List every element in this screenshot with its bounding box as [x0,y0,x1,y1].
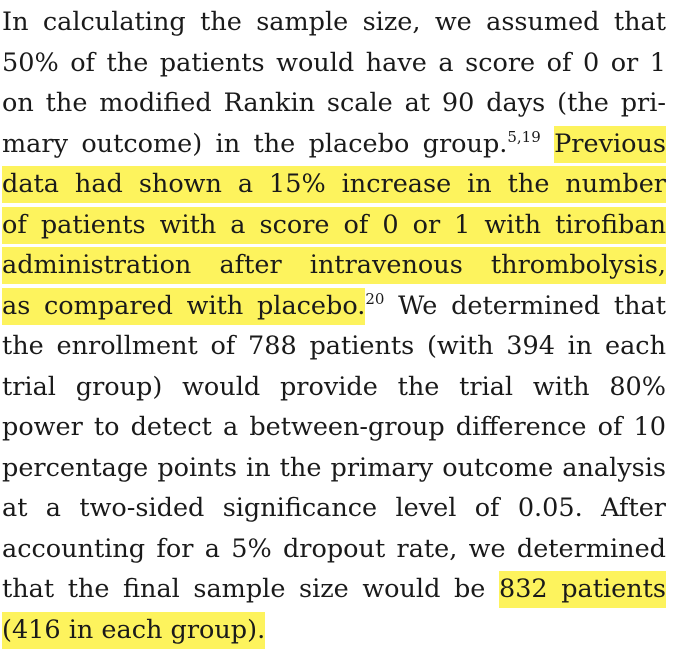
text-segment: 50% of the patients would have a score o… [2,47,666,78]
text-line: mary outcome) in the placebo group.5,19 … [2,124,667,164]
text-segment: trial group) would provide the trial wit… [2,371,666,402]
text-segment: on the modified Rankin scale at 90 days … [2,88,666,118]
citation-superscript: 5,19 [507,127,541,146]
highlighted-text: of patients with a score of 0 or 1 with … [2,206,666,244]
text-line: In calculating the sample size, we assum… [2,2,666,42]
text-line: (416 in each group). [2,610,266,650]
text-line: of patients with a score of 0 or 1 with … [2,205,666,245]
text-line: on the modified Rankin scale at 90 days … [2,83,666,123]
text-line: 50% of the patients would have a score o… [2,43,666,83]
text-segment: power to detect a between-group differen… [2,412,666,442]
highlighted-text: 832 patients [498,571,666,608]
highlighted-text: administration after intravenous thrombo… [2,247,666,284]
text-segment: We determined that [384,290,666,321]
highlighted-text: Previous [554,125,667,163]
text-line: administration after intravenous thrombo… [2,245,666,285]
text-line: the enrollment of 788 patients (with 394… [2,326,666,366]
text-line: percentage points in the primary outcome… [2,448,666,488]
text-line: power to detect a between-group differen… [2,407,666,447]
text-line: trial group) would provide the trial wit… [2,367,666,407]
text-line: as compared with placebo.20 We determine… [2,286,666,326]
text-segment: mary outcome) in the placebo group. [2,128,508,159]
citation-superscript: 20 [365,289,385,308]
text-line: data had shown a 15% increase in the num… [2,164,666,204]
text-segment [541,129,554,159]
highlighted-text: (416 in each group). [2,611,266,649]
text-line: accounting for a 5% dropout rate, we det… [2,529,666,569]
highlighted-text: data had shown a 15% increase in the num… [2,166,666,203]
text-line: at a two-sided significance level of 0.0… [2,488,666,528]
text-segment: at a two-sided significance level of 0.0… [2,493,666,523]
text-segment: accounting for a 5% dropout rate, we det… [2,533,666,564]
text-line: that the final sample size would be 832 … [2,569,666,609]
text-segment: In calculating the sample size, we assum… [2,7,666,37]
text-segment: percentage points in the primary outcome… [2,452,666,483]
text-segment: that the final sample size would be [2,574,499,604]
text-segment: the enrollment of 788 patients (with 394… [2,331,666,361]
highlighted-text: as compared with placebo. [2,287,366,325]
